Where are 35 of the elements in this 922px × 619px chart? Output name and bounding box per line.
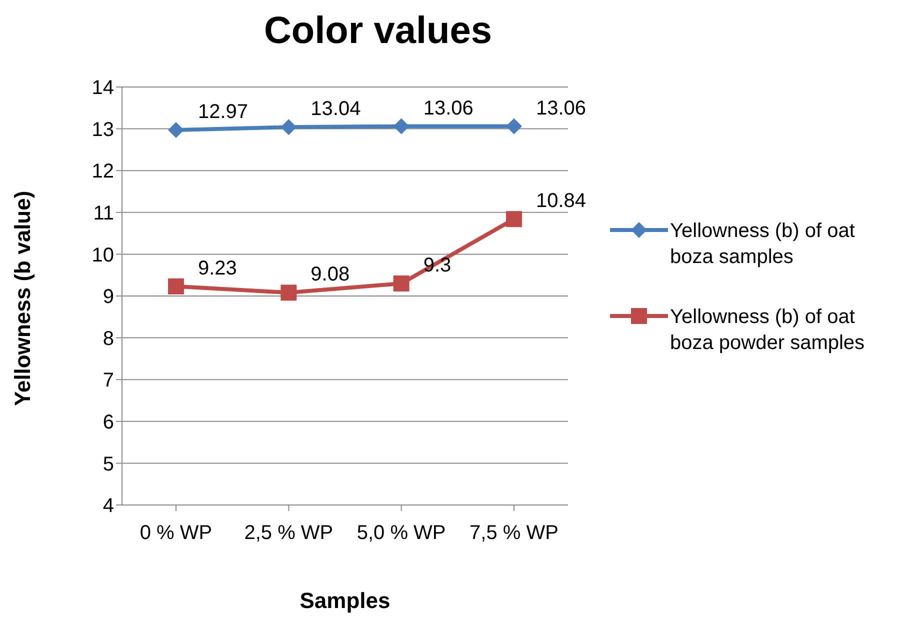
- point: [168, 278, 184, 294]
- data-label: 9.08: [310, 264, 350, 286]
- data-label: 13.06: [536, 97, 586, 120]
- x-tick-label: 2,5 % WP: [244, 522, 334, 544]
- point: [393, 275, 410, 292]
- data-label: 13.06: [423, 97, 474, 120]
- x-tick-label: 0 % WP: [140, 522, 212, 544]
- data-label: 9.23: [198, 257, 237, 280]
- legend-label: Yellowness (b) of oat boza samples: [670, 219, 856, 270]
- point: [393, 118, 410, 134]
- point: [506, 211, 522, 228]
- y-tick-label: 4: [102, 495, 114, 518]
- y-tick-label: 13: [92, 118, 114, 141]
- x-tick-label: 5,0 % WP: [356, 522, 446, 544]
- data-label: 10.84: [536, 190, 586, 212]
- y-tick-label: 9: [102, 286, 114, 308]
- x-axis-title: Samples: [298, 588, 392, 614]
- point: [168, 122, 184, 138]
- point: [280, 284, 297, 301]
- y-tick-label: 12: [92, 160, 114, 183]
- y-tick-label: 8: [102, 328, 114, 350]
- y-tick-label: 6: [102, 412, 114, 434]
- legend-label: Yellowness (b) of oat boza powder samples: [670, 305, 866, 356]
- x-tick-label: 7,5 % WP: [470, 522, 558, 544]
- chart-title: Color values: [262, 10, 494, 53]
- data-label: 12.97: [198, 101, 248, 124]
- point: [506, 118, 522, 134]
- y-tick-label: 14: [92, 77, 114, 100]
- y-tick-label: 7: [102, 370, 114, 392]
- point: [280, 119, 297, 136]
- y-tick-label: 11: [93, 202, 114, 224]
- y-axis-title: Yellowness (b value): [10, 190, 35, 406]
- y-tick-label: 10: [92, 244, 114, 266]
- y-tick-label: 5: [102, 453, 114, 476]
- data-label: 13.04: [310, 98, 361, 120]
